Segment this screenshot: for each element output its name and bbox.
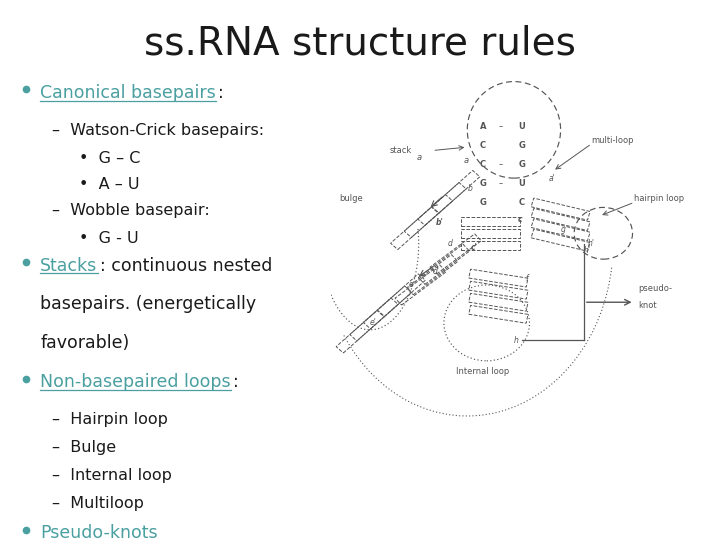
Text: :: :: [218, 84, 224, 102]
Text: a: a: [464, 157, 469, 165]
Text: G: G: [518, 141, 525, 150]
Text: h': h': [588, 239, 595, 248]
Text: knot: knot: [639, 301, 657, 310]
Bar: [350, 298, 398, 341]
Text: –  Internal loop: – Internal loop: [52, 468, 171, 483]
Bar: [336, 310, 384, 353]
Text: C: C: [480, 160, 486, 169]
Text: stack: stack: [390, 146, 412, 155]
Bar: [364, 286, 412, 329]
Text: f: f: [526, 274, 528, 282]
Text: e': e': [370, 319, 377, 327]
Text: G: G: [518, 160, 525, 169]
Text: –: –: [498, 122, 503, 131]
Text: :: :: [233, 373, 239, 391]
Text: Non-basepaired loops: Non-basepaired loops: [40, 373, 231, 391]
Bar: [531, 198, 590, 220]
Text: C: C: [518, 198, 525, 207]
Text: h: h: [514, 336, 519, 345]
Text: G: G: [480, 198, 486, 207]
Bar: [395, 265, 446, 305]
Bar: [469, 281, 528, 299]
Text: G: G: [480, 179, 486, 188]
Bar: [469, 269, 528, 287]
Bar: [531, 229, 590, 251]
Text: Pseudo-knots: Pseudo-knots: [40, 524, 158, 540]
Text: multi-loop: multi-loop: [592, 136, 634, 145]
Bar: [407, 254, 458, 295]
Text: –: –: [498, 160, 503, 169]
Text: Canonical basepairs: Canonical basepairs: [40, 84, 216, 102]
Text: favorable): favorable): [40, 334, 130, 352]
Bar: [469, 293, 528, 311]
Bar: [469, 306, 528, 323]
Text: •  G - U: • G - U: [79, 231, 139, 246]
Text: h': h': [584, 246, 591, 255]
Bar: [390, 207, 439, 249]
Bar: [404, 194, 453, 238]
Bar: [462, 241, 520, 250]
Bar: [462, 229, 520, 238]
Bar: [531, 219, 590, 241]
Text: –  Hairpin loop: – Hairpin loop: [52, 412, 168, 427]
Text: Internal loop: Internal loop: [456, 367, 509, 376]
Text: : continuous nested: : continuous nested: [100, 256, 272, 274]
Bar: [418, 244, 469, 285]
Text: b': b': [436, 219, 444, 227]
Bar: [377, 274, 426, 317]
Text: b: b: [467, 184, 472, 193]
Text: bulge: bulge: [339, 194, 363, 203]
Bar: [431, 171, 480, 213]
Text: –: –: [498, 179, 503, 188]
Text: c': c': [471, 242, 478, 252]
Text: C: C: [480, 141, 486, 150]
Text: g: g: [561, 225, 565, 234]
Text: –  Multiloop: – Multiloop: [52, 496, 144, 511]
Text: U: U: [518, 179, 525, 188]
Text: basepairs. (energetically: basepairs. (energetically: [40, 295, 256, 313]
Text: c: c: [518, 215, 522, 224]
Text: –  Watson-Crick basepairs:: – Watson-Crick basepairs:: [52, 123, 264, 138]
Text: d': d': [432, 267, 439, 276]
Text: –  Wobble basepair:: – Wobble basepair:: [52, 202, 210, 218]
Text: •  G – C: • G – C: [79, 151, 140, 166]
Text: e: e: [409, 280, 414, 289]
Text: Stacks: Stacks: [40, 256, 98, 274]
Text: hairpin loop: hairpin loop: [634, 194, 685, 203]
Text: a: a: [417, 153, 422, 162]
Bar: [430, 234, 481, 274]
Bar: [462, 217, 520, 226]
Text: –  Bulge: – Bulge: [52, 440, 116, 455]
Text: a': a': [549, 174, 556, 183]
Text: d: d: [448, 239, 453, 248]
Text: pseudo-: pseudo-: [639, 284, 672, 293]
Text: U: U: [518, 122, 525, 131]
Text: A: A: [480, 122, 486, 131]
Bar: [418, 183, 467, 225]
Bar: [531, 208, 590, 231]
Text: •  A – U: • A – U: [79, 177, 140, 192]
Text: ss.RNA structure rules: ss.RNA structure rules: [144, 24, 576, 62]
